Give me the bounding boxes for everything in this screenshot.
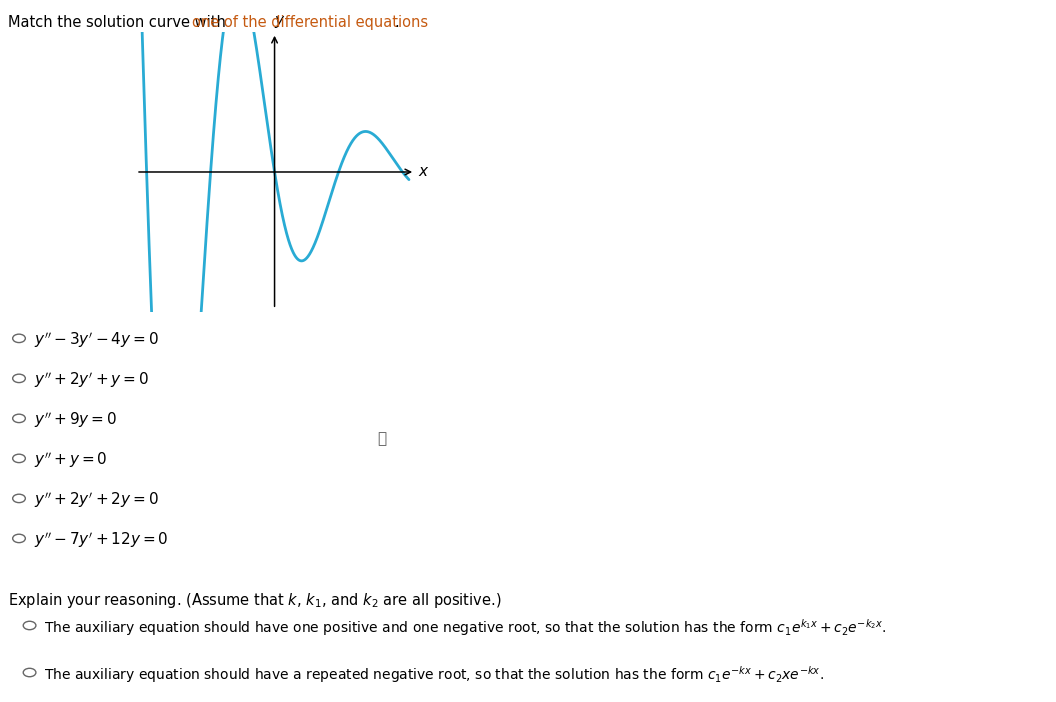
Text: Explain your reasoning. (Assume that $k$, $k_1$, and $k_2$ are all positive.): Explain your reasoning. (Assume that $k$… <box>8 591 502 610</box>
Text: $y'' - 3y' - 4y = 0$: $y'' - 3y' - 4y = 0$ <box>34 331 158 350</box>
Text: $y$: $y$ <box>274 14 285 30</box>
Text: $y'' + 2y' + 2y = 0$: $y'' + 2y' + 2y = 0$ <box>34 491 158 510</box>
Text: $y'' + 2y' + y = 0$: $y'' + 2y' + y = 0$ <box>34 371 149 390</box>
Text: one of the differential equations: one of the differential equations <box>192 15 429 30</box>
Text: .: . <box>394 15 399 30</box>
Text: The auxiliary equation should have a repeated negative root, so that the solutio: The auxiliary equation should have a rep… <box>44 664 825 685</box>
Text: ⓘ: ⓘ <box>378 431 386 446</box>
Text: Match the solution curve with: Match the solution curve with <box>8 15 231 30</box>
Text: $y'' + 9y = 0$: $y'' + 9y = 0$ <box>34 411 117 430</box>
Text: $y'' - 7y' + 12y = 0$: $y'' - 7y' + 12y = 0$ <box>34 531 168 550</box>
Text: $x$: $x$ <box>418 164 430 180</box>
Text: The auxiliary equation should have one positive and one negative root, so that t: The auxiliary equation should have one p… <box>44 617 887 638</box>
Text: $y'' + y = 0$: $y'' + y = 0$ <box>34 451 108 470</box>
